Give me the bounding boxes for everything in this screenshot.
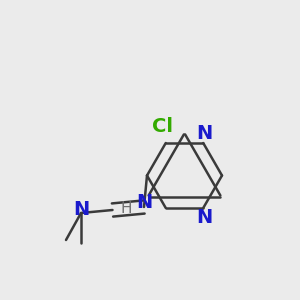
Text: N: N bbox=[196, 208, 213, 227]
Text: N: N bbox=[73, 200, 89, 219]
Text: H: H bbox=[120, 201, 132, 216]
Text: N: N bbox=[196, 124, 213, 143]
Text: Cl: Cl bbox=[152, 117, 173, 136]
Text: N: N bbox=[136, 193, 152, 212]
